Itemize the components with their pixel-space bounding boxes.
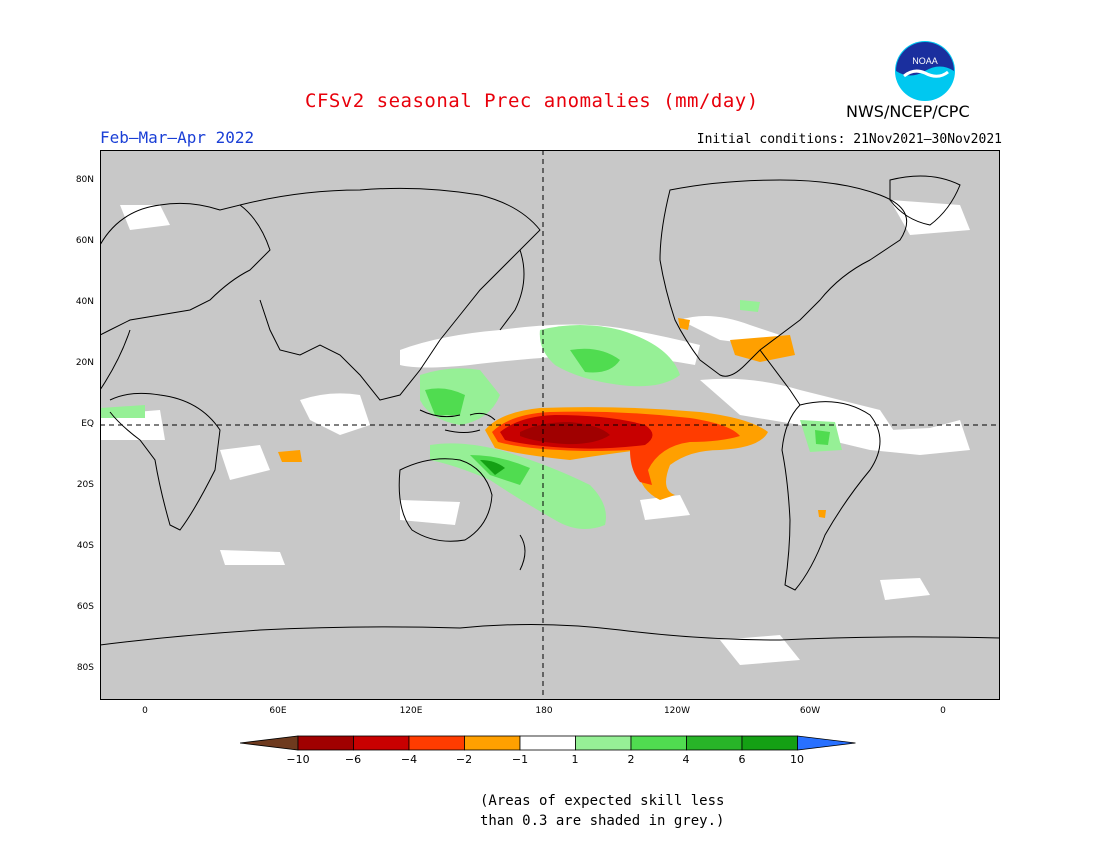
lat-label: 60S <box>76 602 94 612</box>
lon-label: 60W <box>799 706 821 716</box>
lat-label: 80N <box>75 175 94 185</box>
colorbar-label: 6 <box>738 753 746 766</box>
colorbar-segment <box>464 735 521 751</box>
forecast-period: Feb–Mar–Apr 2022 <box>100 128 255 147</box>
colorbar-arrow-right <box>797 735 856 751</box>
lon-label: 0 <box>940 706 946 716</box>
logo-lettering: NOAA <box>912 56 938 66</box>
colorbar-segment <box>575 735 632 751</box>
map-title: CFSv2 seasonal Prec anomalies (mm/day) <box>305 90 759 112</box>
negative-anomalies <box>278 318 826 518</box>
colorbar <box>240 735 856 751</box>
colorbar-segment <box>353 735 410 751</box>
colorbar-segments <box>240 735 856 751</box>
colorbar-segment <box>297 735 354 751</box>
colorbar-label: −4 <box>400 753 418 766</box>
colorbar-label: 1 <box>571 753 579 766</box>
colorbar-segment <box>630 735 687 751</box>
footnote-line-2: than 0.3 are shaded in grey.) <box>480 813 725 829</box>
initial-conditions: Initial conditions: 21Nov2021–30Nov2021 <box>696 132 1002 147</box>
lat-label: 20S <box>76 480 94 490</box>
colorbar-segment <box>408 735 465 751</box>
colorbar-label: 4 <box>682 753 690 766</box>
colorbar-label: −10 <box>286 753 310 766</box>
lat-label: 40S <box>76 541 94 551</box>
colorbar-segment <box>686 735 743 751</box>
coastlines <box>100 175 1000 646</box>
colorbar-segment <box>741 735 798 751</box>
lon-label: 120W <box>663 706 691 716</box>
lat-label: 80S <box>76 663 94 673</box>
colorbar-label: −1 <box>511 753 529 766</box>
colorbar-label: −2 <box>455 753 473 766</box>
colorbar-label: 10 <box>790 753 804 766</box>
colorbar-segment <box>519 735 576 751</box>
positive-anomalies <box>100 300 842 529</box>
noaa-logo: NOAA <box>895 41 955 101</box>
colorbar-label: −6 <box>344 753 362 766</box>
lat-label: 40N <box>75 297 94 307</box>
lat-label: EQ <box>81 419 94 429</box>
lon-label: 120E <box>399 706 423 716</box>
lat-label: 20N <box>75 358 94 368</box>
lon-label: 180 <box>535 706 553 716</box>
lat-label: 60N <box>75 236 94 246</box>
lon-label: 0 <box>142 706 148 716</box>
colorbar-label: 2 <box>627 753 635 766</box>
colorbar-arrow-left <box>240 735 299 751</box>
precip-anomaly-map <box>100 150 1000 700</box>
footnote-line-1: (Areas of expected skill less <box>480 793 725 809</box>
lon-label: 60E <box>269 706 287 716</box>
agency-label: NWS/NCEP/CPC <box>846 102 970 121</box>
